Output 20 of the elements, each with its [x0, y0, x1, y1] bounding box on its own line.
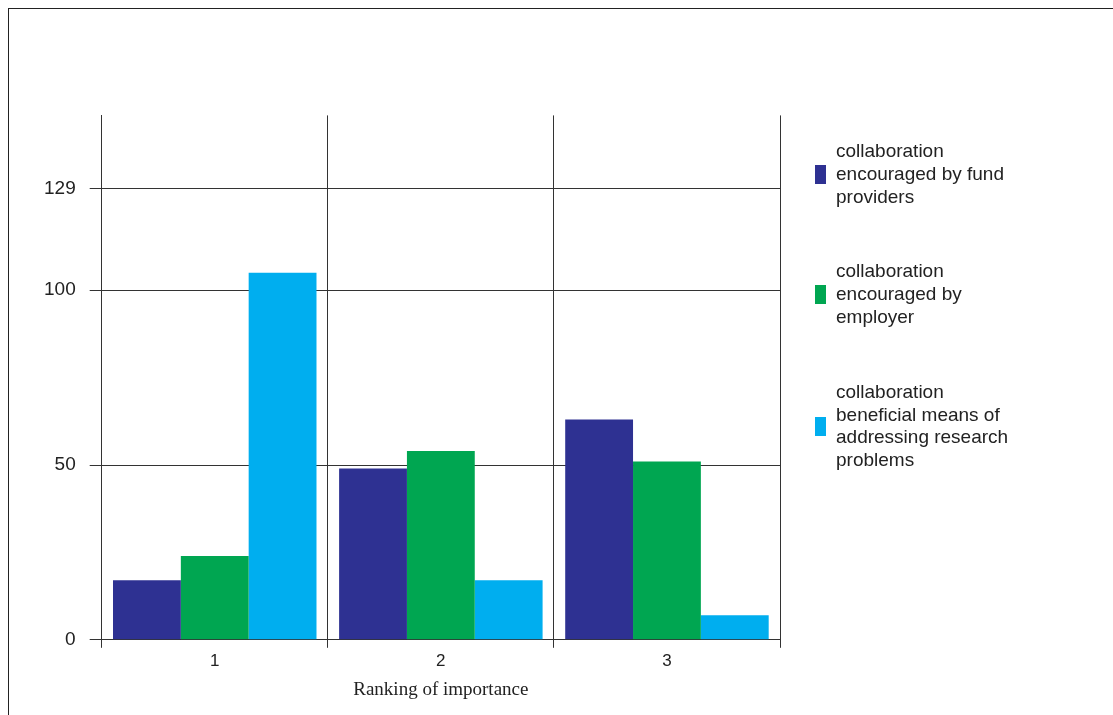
bar [180, 555, 249, 640]
legend-label: collaboration encouraged by fund providers [836, 140, 1005, 209]
x-tick-label: 1 [210, 650, 220, 670]
x-tick-label: 2 [436, 650, 446, 670]
bar [474, 580, 543, 640]
y-tick-label: 100 [44, 278, 76, 300]
x-axis-title: Ranking of importance [353, 677, 529, 699]
bar [633, 461, 701, 640]
y-tick-label: 129 [44, 177, 76, 199]
legend-label: collaboration encouraged by employer [836, 260, 963, 329]
x-tick-label: 3 [662, 650, 672, 670]
bar [339, 468, 407, 640]
bar [565, 419, 634, 640]
bar [700, 615, 769, 640]
bar [406, 451, 475, 640]
legend-label: collaboration beneficial means of addressing research problems [836, 380, 1010, 472]
bar [113, 580, 181, 640]
bar [248, 272, 317, 640]
y-tick-label: 50 [54, 453, 76, 475]
y-tick-label: 0 [65, 628, 76, 650]
